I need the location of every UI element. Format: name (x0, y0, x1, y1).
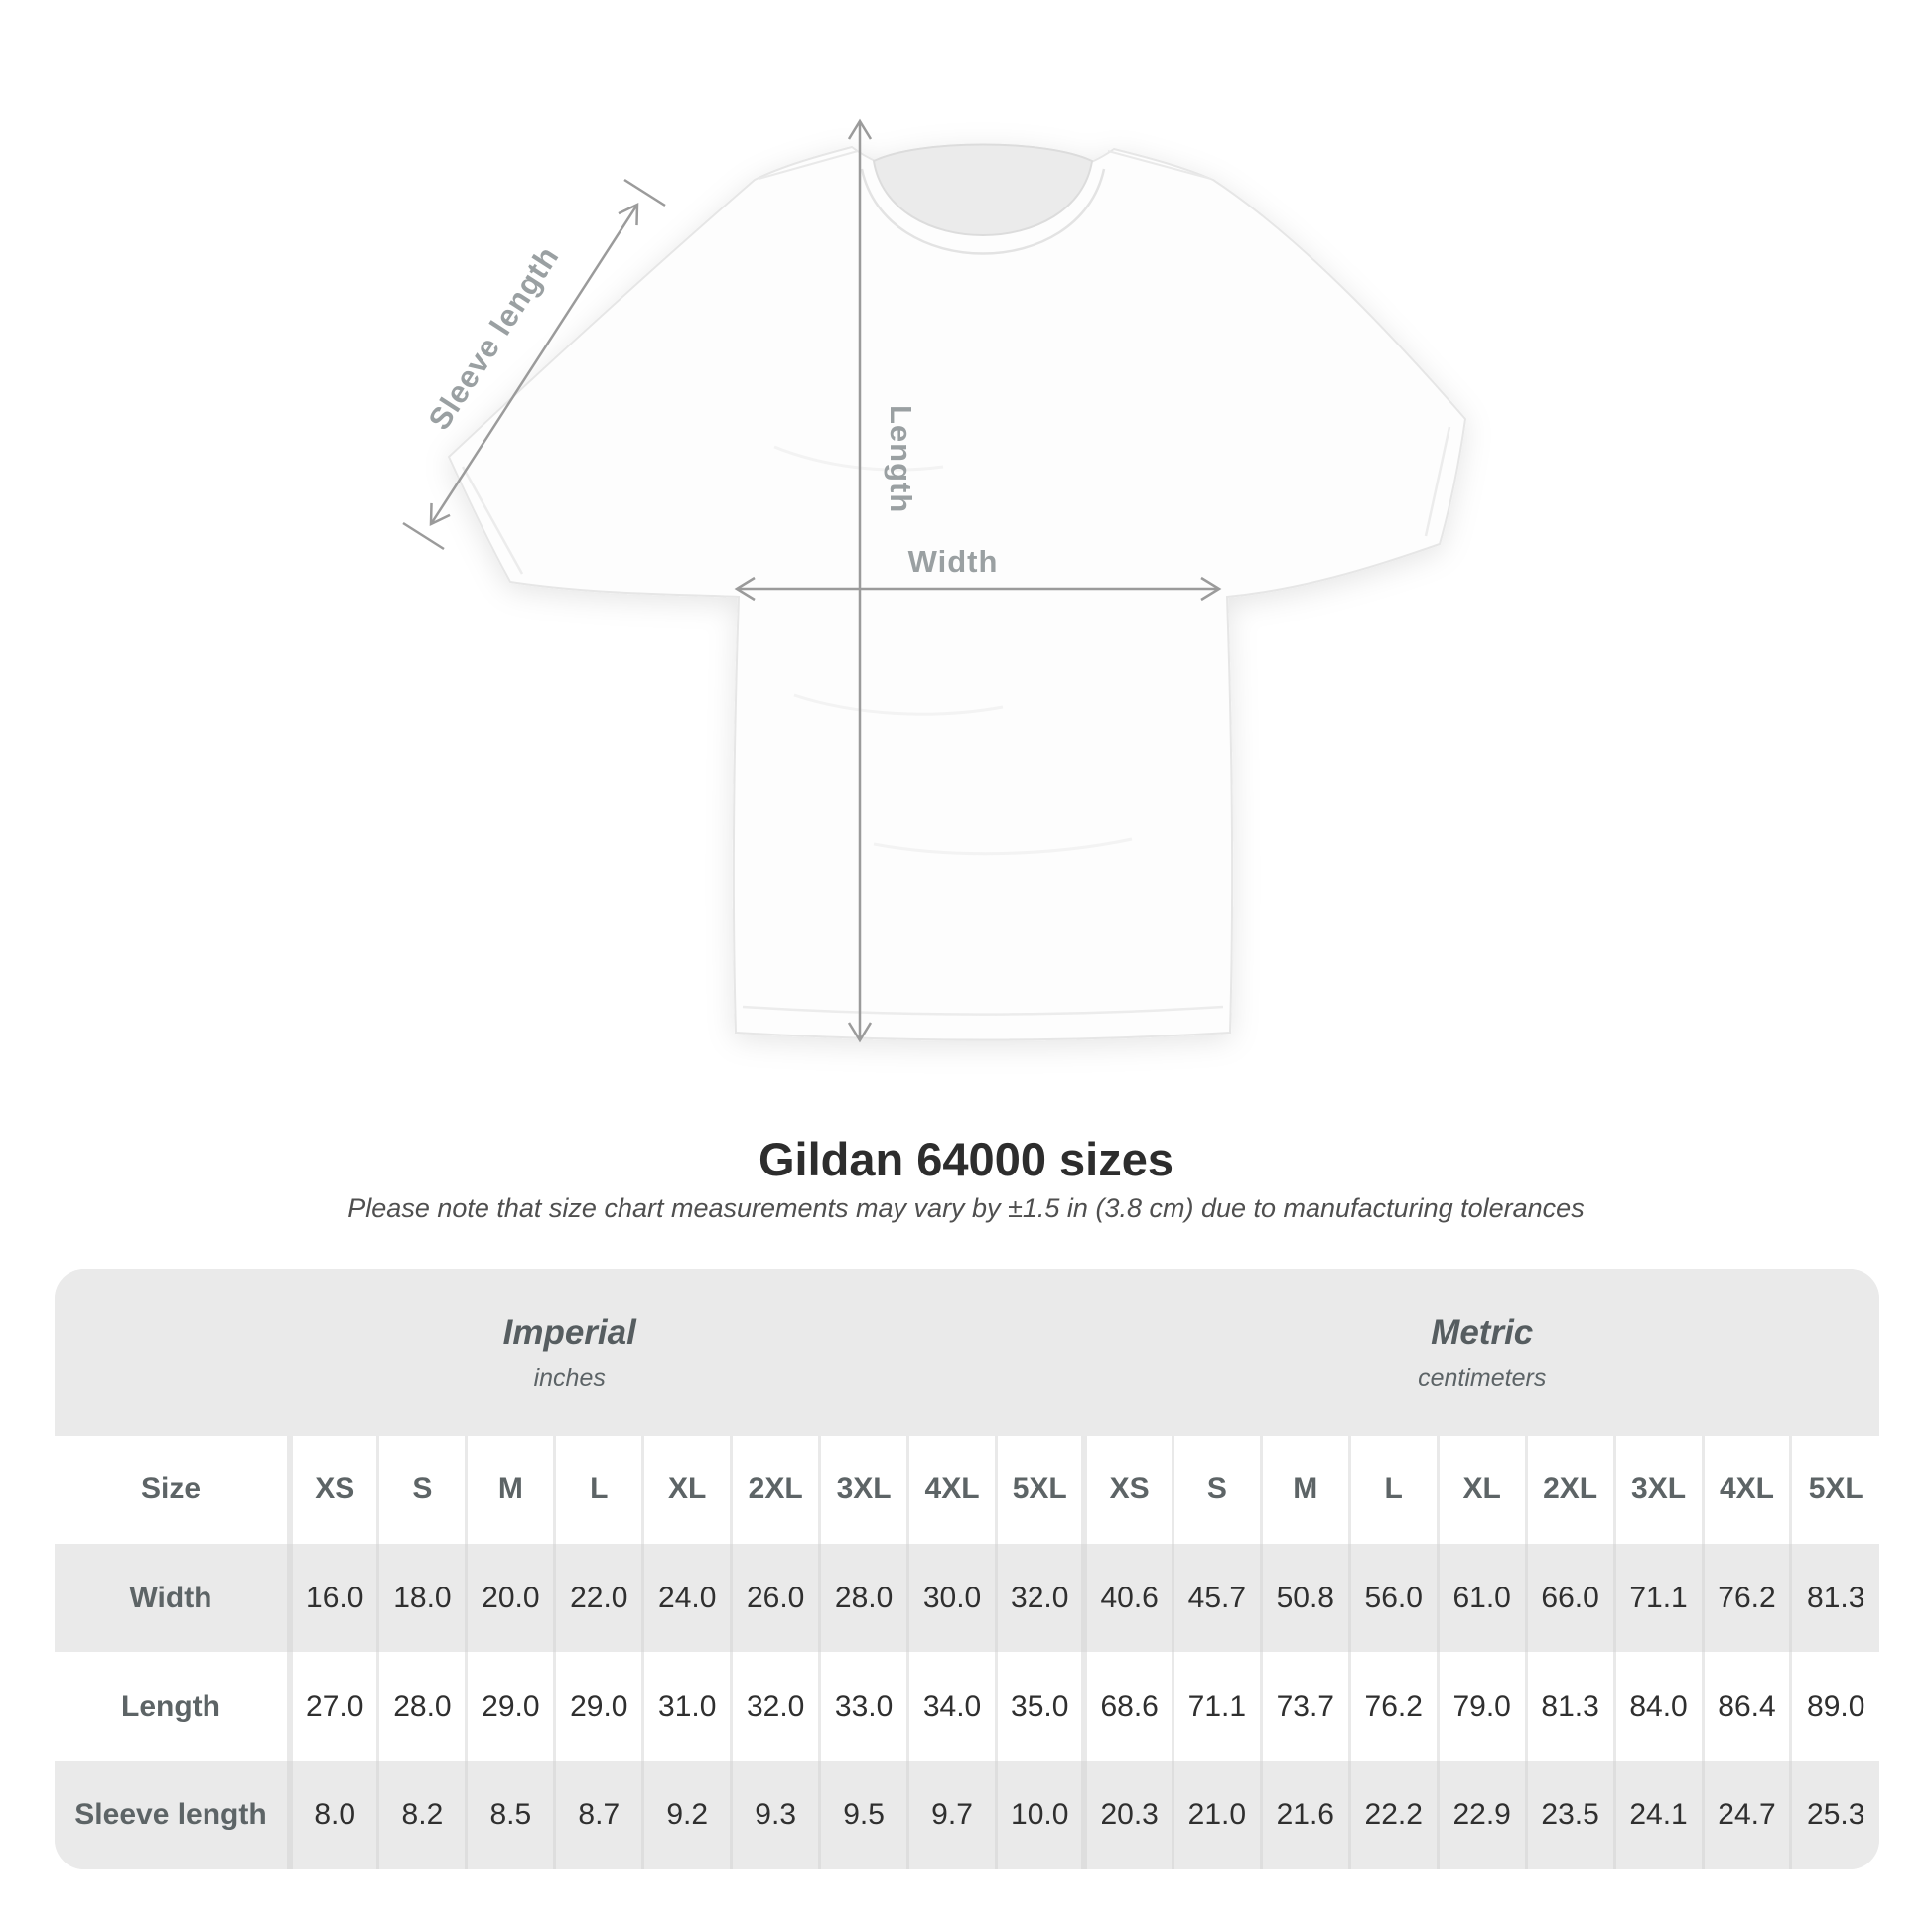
value-cell: 9.2 (641, 1760, 732, 1869)
size-column-header: L (1347, 1435, 1439, 1544)
value-cell: 28.0 (818, 1543, 908, 1653)
value-cell: 23.5 (1524, 1760, 1615, 1869)
value-cell: 31.0 (641, 1652, 732, 1761)
value-cell: 21.0 (1171, 1760, 1262, 1869)
value-cell: 29.0 (553, 1652, 643, 1761)
value-cell: 9.7 (906, 1760, 997, 1869)
value-cell: 20.0 (465, 1543, 555, 1653)
size-column-header: M (1259, 1435, 1350, 1544)
value-cell: 32.0 (730, 1652, 820, 1761)
value-cell: 45.7 (1171, 1543, 1262, 1653)
value-cell: 66.0 (1524, 1543, 1615, 1653)
value-cell: 68.6 (1081, 1652, 1173, 1761)
value-cell: 86.4 (1701, 1652, 1791, 1761)
size-column-header: 2XL (1524, 1435, 1615, 1544)
value-cell: 22.2 (1347, 1760, 1439, 1869)
value-cell: 24.0 (641, 1543, 732, 1653)
tshirt-graphic (447, 143, 1467, 1041)
sleeve-arrow-end-tick (623, 178, 666, 207)
value-cell: 8.5 (465, 1760, 555, 1869)
group-label: Metric (1431, 1312, 1534, 1352)
size-column-header: 4XL (906, 1435, 997, 1544)
size-column-header: L (553, 1435, 643, 1544)
value-cell: 50.8 (1259, 1543, 1350, 1653)
size-header-cell: Size (55, 1435, 290, 1544)
value-cell: 32.0 (995, 1543, 1085, 1653)
value-cell: 33.0 (818, 1652, 908, 1761)
value-cell: 56.0 (1347, 1543, 1439, 1653)
size-column-header: 2XL (730, 1435, 820, 1544)
value-cell: 21.6 (1259, 1760, 1350, 1869)
value-cell: 8.0 (287, 1760, 378, 1869)
size-column-header: XS (287, 1435, 378, 1544)
value-cell: 30.0 (906, 1543, 997, 1653)
value-cell: 25.3 (1789, 1760, 1879, 1869)
size-column-header: 3XL (818, 1435, 908, 1544)
table-row: Sleeve length 8.0 8.2 8.5 8.7 9.2 9.3 9.5 9.7 10.… (55, 1760, 1879, 1869)
value-cell: 27.0 (287, 1652, 378, 1761)
value-cell: 24.7 (1701, 1760, 1791, 1869)
collar (872, 143, 1094, 236)
value-cell: 24.1 (1612, 1760, 1703, 1869)
value-cell: 8.7 (553, 1760, 643, 1869)
value-cell: 40.6 (1081, 1543, 1173, 1653)
value-cell: 20.3 (1081, 1760, 1173, 1869)
width-label: Width (908, 544, 999, 579)
size-column-header: S (376, 1435, 467, 1544)
value-cell: 84.0 (1612, 1652, 1703, 1761)
value-cell: 71.1 (1171, 1652, 1262, 1761)
page-title: Gildan 64000 sizes (758, 1133, 1174, 1185)
group-unit-label: centimeters (1418, 1363, 1547, 1392)
length-label: Length (884, 405, 918, 513)
value-cell: 34.0 (906, 1652, 997, 1761)
value-cell: 9.3 (730, 1760, 820, 1869)
row-label: Length (55, 1652, 290, 1761)
size-column-header: S (1171, 1435, 1262, 1544)
group-header-imperial: Imperial inches (55, 1269, 1085, 1436)
value-cell: 26.0 (730, 1543, 820, 1653)
size-column-header: XL (641, 1435, 732, 1544)
size-table: Imperial inches Metric centimeters Size XS S M L… (55, 1269, 1879, 1869)
sleeve-arrow-start-tick (402, 521, 445, 551)
table-row: Width 16.0 18.0 20.0 22.0 24.0 26.0 28.0 30.0 32.… (55, 1543, 1879, 1653)
group-header-metric: Metric centimeters (1084, 1269, 1879, 1436)
value-cell: 81.3 (1789, 1543, 1879, 1653)
value-cell: 76.2 (1701, 1543, 1791, 1653)
size-chart-panel: Imperial inches Metric centimeters Size XS S M L… (55, 1269, 1879, 1869)
value-cell: 89.0 (1789, 1652, 1879, 1761)
size-column-header: XS (1081, 1435, 1173, 1544)
value-cell: 79.0 (1436, 1652, 1527, 1761)
value-cell: 61.0 (1436, 1543, 1527, 1653)
value-cell: 35.0 (995, 1652, 1085, 1761)
value-cell: 73.7 (1259, 1652, 1350, 1761)
value-cell: 22.9 (1436, 1760, 1527, 1869)
row-label: Sleeve length (55, 1760, 290, 1869)
value-cell: 29.0 (465, 1652, 555, 1761)
sleeve-length-arrow (429, 202, 639, 527)
value-cell: 81.3 (1524, 1652, 1615, 1761)
group-unit-label: inches (533, 1363, 606, 1392)
value-cell: 76.2 (1347, 1652, 1439, 1761)
size-column-header: 3XL (1612, 1435, 1703, 1544)
table-row: Length 27.0 28.0 29.0 29.0 31.0 32.0 33.0 34.0 35… (55, 1652, 1879, 1761)
size-column-header: XL (1436, 1435, 1527, 1544)
tshirt-measurement-diagram: Sleeve length Length Width (402, 118, 1467, 1043)
group-label: Imperial (502, 1312, 636, 1352)
value-cell: 10.0 (995, 1760, 1085, 1869)
value-cell: 28.0 (376, 1652, 467, 1761)
value-cell: 8.2 (376, 1760, 467, 1869)
value-cell: 9.5 (818, 1760, 908, 1869)
value-cell: 71.1 (1612, 1543, 1703, 1653)
value-cell: 18.0 (376, 1543, 467, 1653)
value-cell: 22.0 (553, 1543, 643, 1653)
tolerance-note: Please note that size chart measurements… (347, 1193, 1585, 1223)
size-column-header: 4XL (1701, 1435, 1791, 1544)
size-column-header: 5XL (995, 1435, 1085, 1544)
row-label: Width (55, 1543, 290, 1653)
size-column-header: 5XL (1789, 1435, 1879, 1544)
value-cell: 16.0 (287, 1543, 378, 1653)
size-column-header: M (465, 1435, 555, 1544)
